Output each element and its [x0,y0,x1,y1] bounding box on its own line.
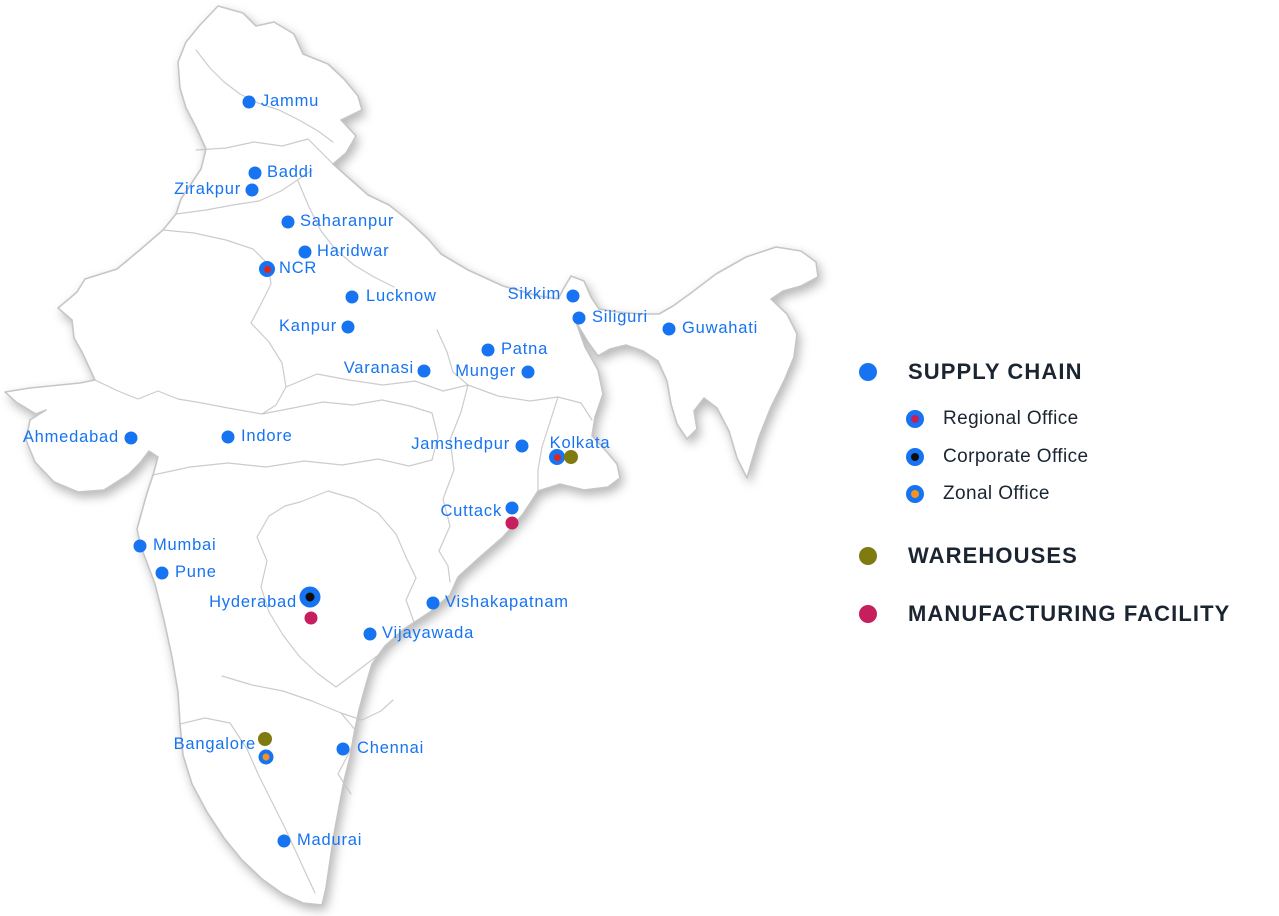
city-label-chennai: Chennai [357,739,425,758]
city-label-vijayawada: Vijayawada [382,624,475,643]
city-label-vishakapatnam: Vishakapatnam [445,593,569,612]
marker-city-varanasi[interactable] [417,364,431,378]
city-label-mumbai: Mumbai [153,536,217,555]
city-label-indore: Indore [241,427,293,446]
marker-city-jamshedpur[interactable] [515,439,529,453]
city-label-pune: Pune [175,563,217,582]
city-label-hyderabad: Hyderabad [209,593,297,612]
city-label-kolkata: Kolkata [549,434,611,453]
city-label-sikkim: Sikkim [507,285,561,304]
marker-city-vijayawada[interactable] [363,627,377,641]
city-label-saharanpur: Saharanpur [300,212,395,231]
marker-city-indore[interactable] [221,430,235,444]
marker-city-lucknow[interactable] [345,290,359,304]
state-borders [94,49,593,894]
marker-city-ahmedabad[interactable] [124,431,138,445]
marker-city-saharanpur[interactable] [281,215,295,229]
marker-city-chennai[interactable] [336,742,350,756]
marker-regional-ncr[interactable] [259,261,275,277]
marker-city-madurai[interactable] [277,834,291,848]
city-label-guwahati: Guwahati [682,319,759,338]
city-label-haridwar: Haridwar [317,242,390,261]
marker-city-kanpur[interactable] [341,320,355,334]
city-label-baddi: Baddi [267,163,314,182]
marker-city-sikkim[interactable] [566,289,580,303]
marker-city-mumbai[interactable] [133,539,147,553]
city-label-jamshedpur: Jamshedpur [411,435,510,454]
marker-city-guwahati[interactable] [662,322,676,336]
marker-manufacturing-cuttack[interactable] [505,516,519,530]
city-label-munger: Munger [455,362,516,381]
marker-city-baddi[interactable] [248,166,262,180]
marker-city-cuttack[interactable] [505,501,519,515]
city-label-ahmedabad: Ahmedabad [22,428,119,447]
city-label-madurai: Madurai [297,831,363,850]
city-label-cuttack: Cuttack [440,502,502,521]
marker-city-patna[interactable] [481,343,495,357]
marker-city-zirakpur[interactable] [245,183,259,197]
city-label-jammu: Jammu [261,92,320,111]
india-outline [4,5,819,906]
marker-city-jammu[interactable] [242,95,256,109]
city-label-ncr: NCR [279,259,318,278]
city-label-bangalore: Bangalore [173,735,256,754]
city-label-patna: Patna [501,340,549,359]
city-label-kanpur: Kanpur [278,317,337,336]
city-label-siliguri: Siliguri [592,308,648,327]
marker-regional-kolkata[interactable] [549,449,565,465]
marker-warehouse-bangalore[interactable] [258,732,272,746]
marker-manufacturing-hyderabad[interactable] [304,611,318,625]
marker-city-siliguri[interactable] [572,311,586,325]
city-label-zirakpur: Zirakpur [174,180,241,199]
marker-zonal-bangalore[interactable] [258,749,274,765]
marker-city-munger[interactable] [521,365,535,379]
city-label-varanasi: Varanasi [343,359,414,378]
marker-warehouse-kolkata[interactable] [564,450,578,464]
marker-city-vishakapatnam[interactable] [426,596,440,610]
city-label-lucknow: Lucknow [366,287,437,306]
marker-corporate-hyderabad[interactable] [299,586,321,608]
marker-city-haridwar[interactable] [298,245,312,259]
marker-city-pune[interactable] [155,566,169,580]
